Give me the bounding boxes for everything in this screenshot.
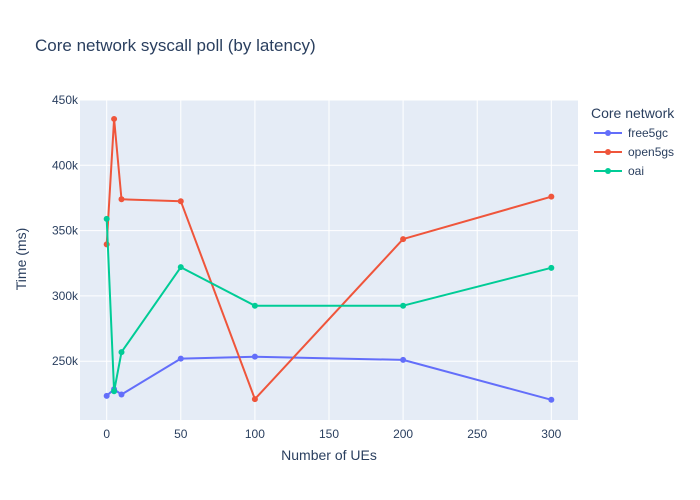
data-point-free5gc[interactable] [177, 355, 184, 362]
x-tick-label: 50 [174, 427, 188, 441]
data-point-open5gs[interactable] [400, 236, 407, 243]
x-axis-title: Number of UEs [281, 447, 377, 463]
x-tick-label: 0 [103, 427, 110, 441]
x-tick-label: 150 [319, 427, 339, 441]
data-point-open5gs[interactable] [251, 396, 258, 403]
data-point-free5gc[interactable] [548, 396, 555, 403]
data-point-free5gc[interactable] [103, 392, 110, 399]
legend-item-open5gs[interactable]: open5gs [594, 145, 674, 159]
y-tick-label: 300k [52, 289, 79, 303]
y-tick-label: 350k [52, 224, 79, 238]
data-point-open5gs[interactable] [177, 198, 184, 205]
y-tick-labels: 250k 300k 350k 400k 450k [52, 93, 79, 368]
x-tick-label: 100 [245, 427, 265, 441]
chart-title: Core network syscall poll (by latency) [35, 36, 316, 55]
legend-title: Core network [591, 105, 675, 121]
data-point-open5gs[interactable] [118, 196, 125, 203]
x-tick-labels: 0 50 100 150 200 250 300 [103, 427, 561, 441]
data-point-oai[interactable] [118, 349, 125, 356]
legend-item-free5gc[interactable]: free5gc [594, 126, 668, 140]
data-point-oai[interactable] [177, 264, 184, 271]
legend-label: oai [628, 164, 644, 178]
y-tick-label: 450k [52, 93, 79, 107]
legend-swatch-marker [605, 130, 611, 136]
legend-swatch-marker [605, 168, 611, 174]
data-point-oai[interactable] [103, 215, 110, 222]
y-axis-title: Time (ms) [13, 228, 29, 290]
data-point-free5gc[interactable] [400, 356, 407, 363]
data-point-oai[interactable] [548, 264, 555, 271]
legend-item-oai[interactable]: oai [594, 164, 644, 178]
series-oai [103, 215, 555, 395]
data-point-oai[interactable] [400, 302, 407, 309]
y-tick-label: 400k [52, 158, 79, 172]
data-point-free5gc[interactable] [118, 391, 125, 398]
y-tick-label: 250k [52, 354, 79, 368]
x-tick-label: 300 [541, 427, 561, 441]
grid [80, 99, 578, 420]
data-point-oai[interactable] [251, 302, 258, 309]
data-point-free5gc[interactable] [251, 353, 258, 360]
data-point-open5gs[interactable] [548, 193, 555, 200]
data-point-open5gs[interactable] [111, 115, 118, 122]
series-layer [103, 115, 555, 403]
data-point-oai[interactable] [111, 388, 118, 395]
legend-swatch-marker [605, 149, 611, 155]
x-tick-label: 200 [393, 427, 413, 441]
legend-label: open5gs [628, 145, 674, 159]
x-tick-label: 250 [467, 427, 487, 441]
legend-label: free5gc [628, 126, 668, 140]
legend[interactable]: Core network free5gc open5gs oai [591, 105, 675, 178]
